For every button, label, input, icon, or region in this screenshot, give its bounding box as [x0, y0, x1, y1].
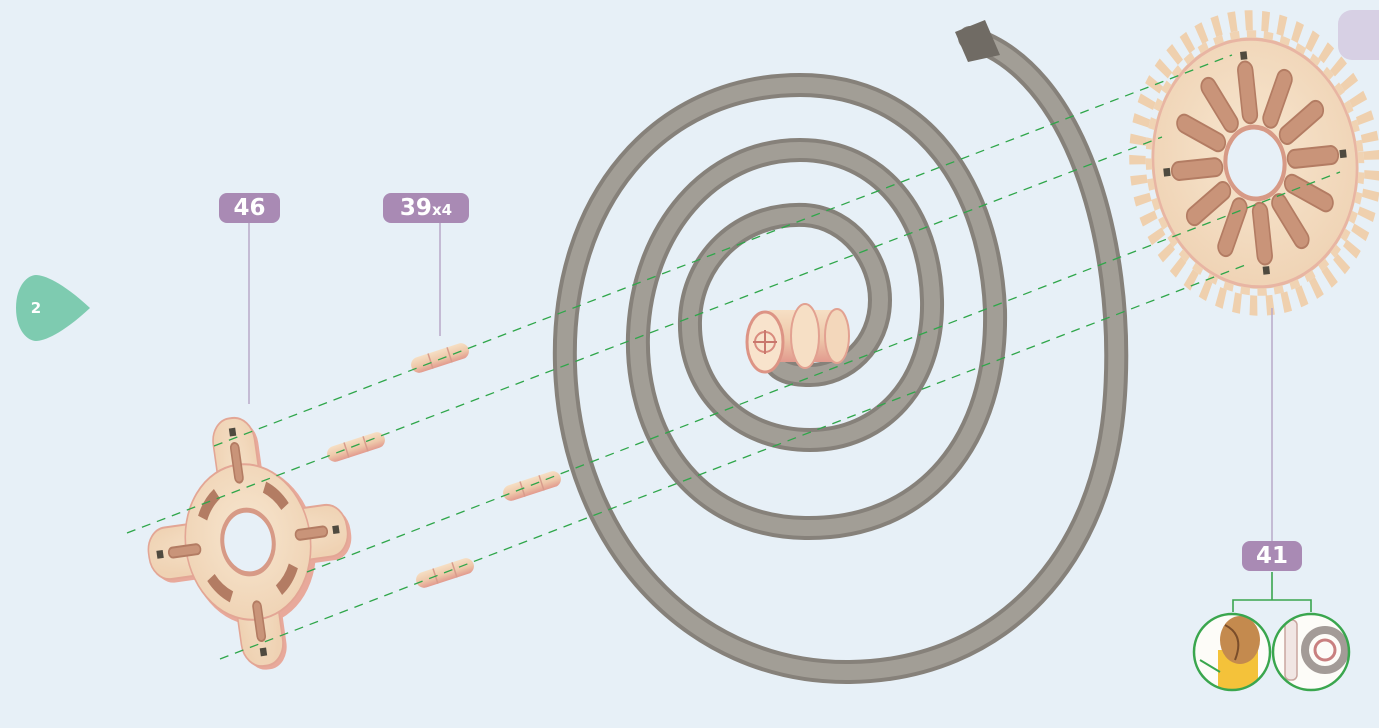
- part-tag-39: 39x4: [383, 193, 469, 223]
- pink-edge-detail-icon: [1271, 612, 1351, 692]
- part-label: 41: [1255, 543, 1288, 569]
- leader-lines: [248, 222, 1273, 543]
- part-tag-41: 41: [1242, 541, 1302, 571]
- part-tag-46: 46: [219, 193, 280, 223]
- page-corner-tab: [1338, 10, 1379, 60]
- peg: [411, 343, 469, 373]
- part-multiplier: x4: [431, 201, 453, 219]
- alignment-guides: [126, 54, 1341, 660]
- peg: [327, 432, 385, 462]
- wood-grain-detail-icon: [1192, 612, 1272, 692]
- spiral-spring: [552, 20, 1129, 685]
- detail-callout: [1192, 572, 1351, 692]
- part-41-gear: [1129, 10, 1379, 316]
- step-arrow-icon: [16, 275, 90, 341]
- step-indicator: 2: [16, 273, 92, 343]
- spring-hub: [745, 303, 850, 374]
- part-label: 46: [233, 195, 266, 221]
- pegs-39: [327, 343, 561, 588]
- part-46-cross: [147, 416, 352, 670]
- part-label: 39: [399, 195, 432, 221]
- peg: [503, 471, 561, 501]
- step-number: 2: [30, 299, 42, 317]
